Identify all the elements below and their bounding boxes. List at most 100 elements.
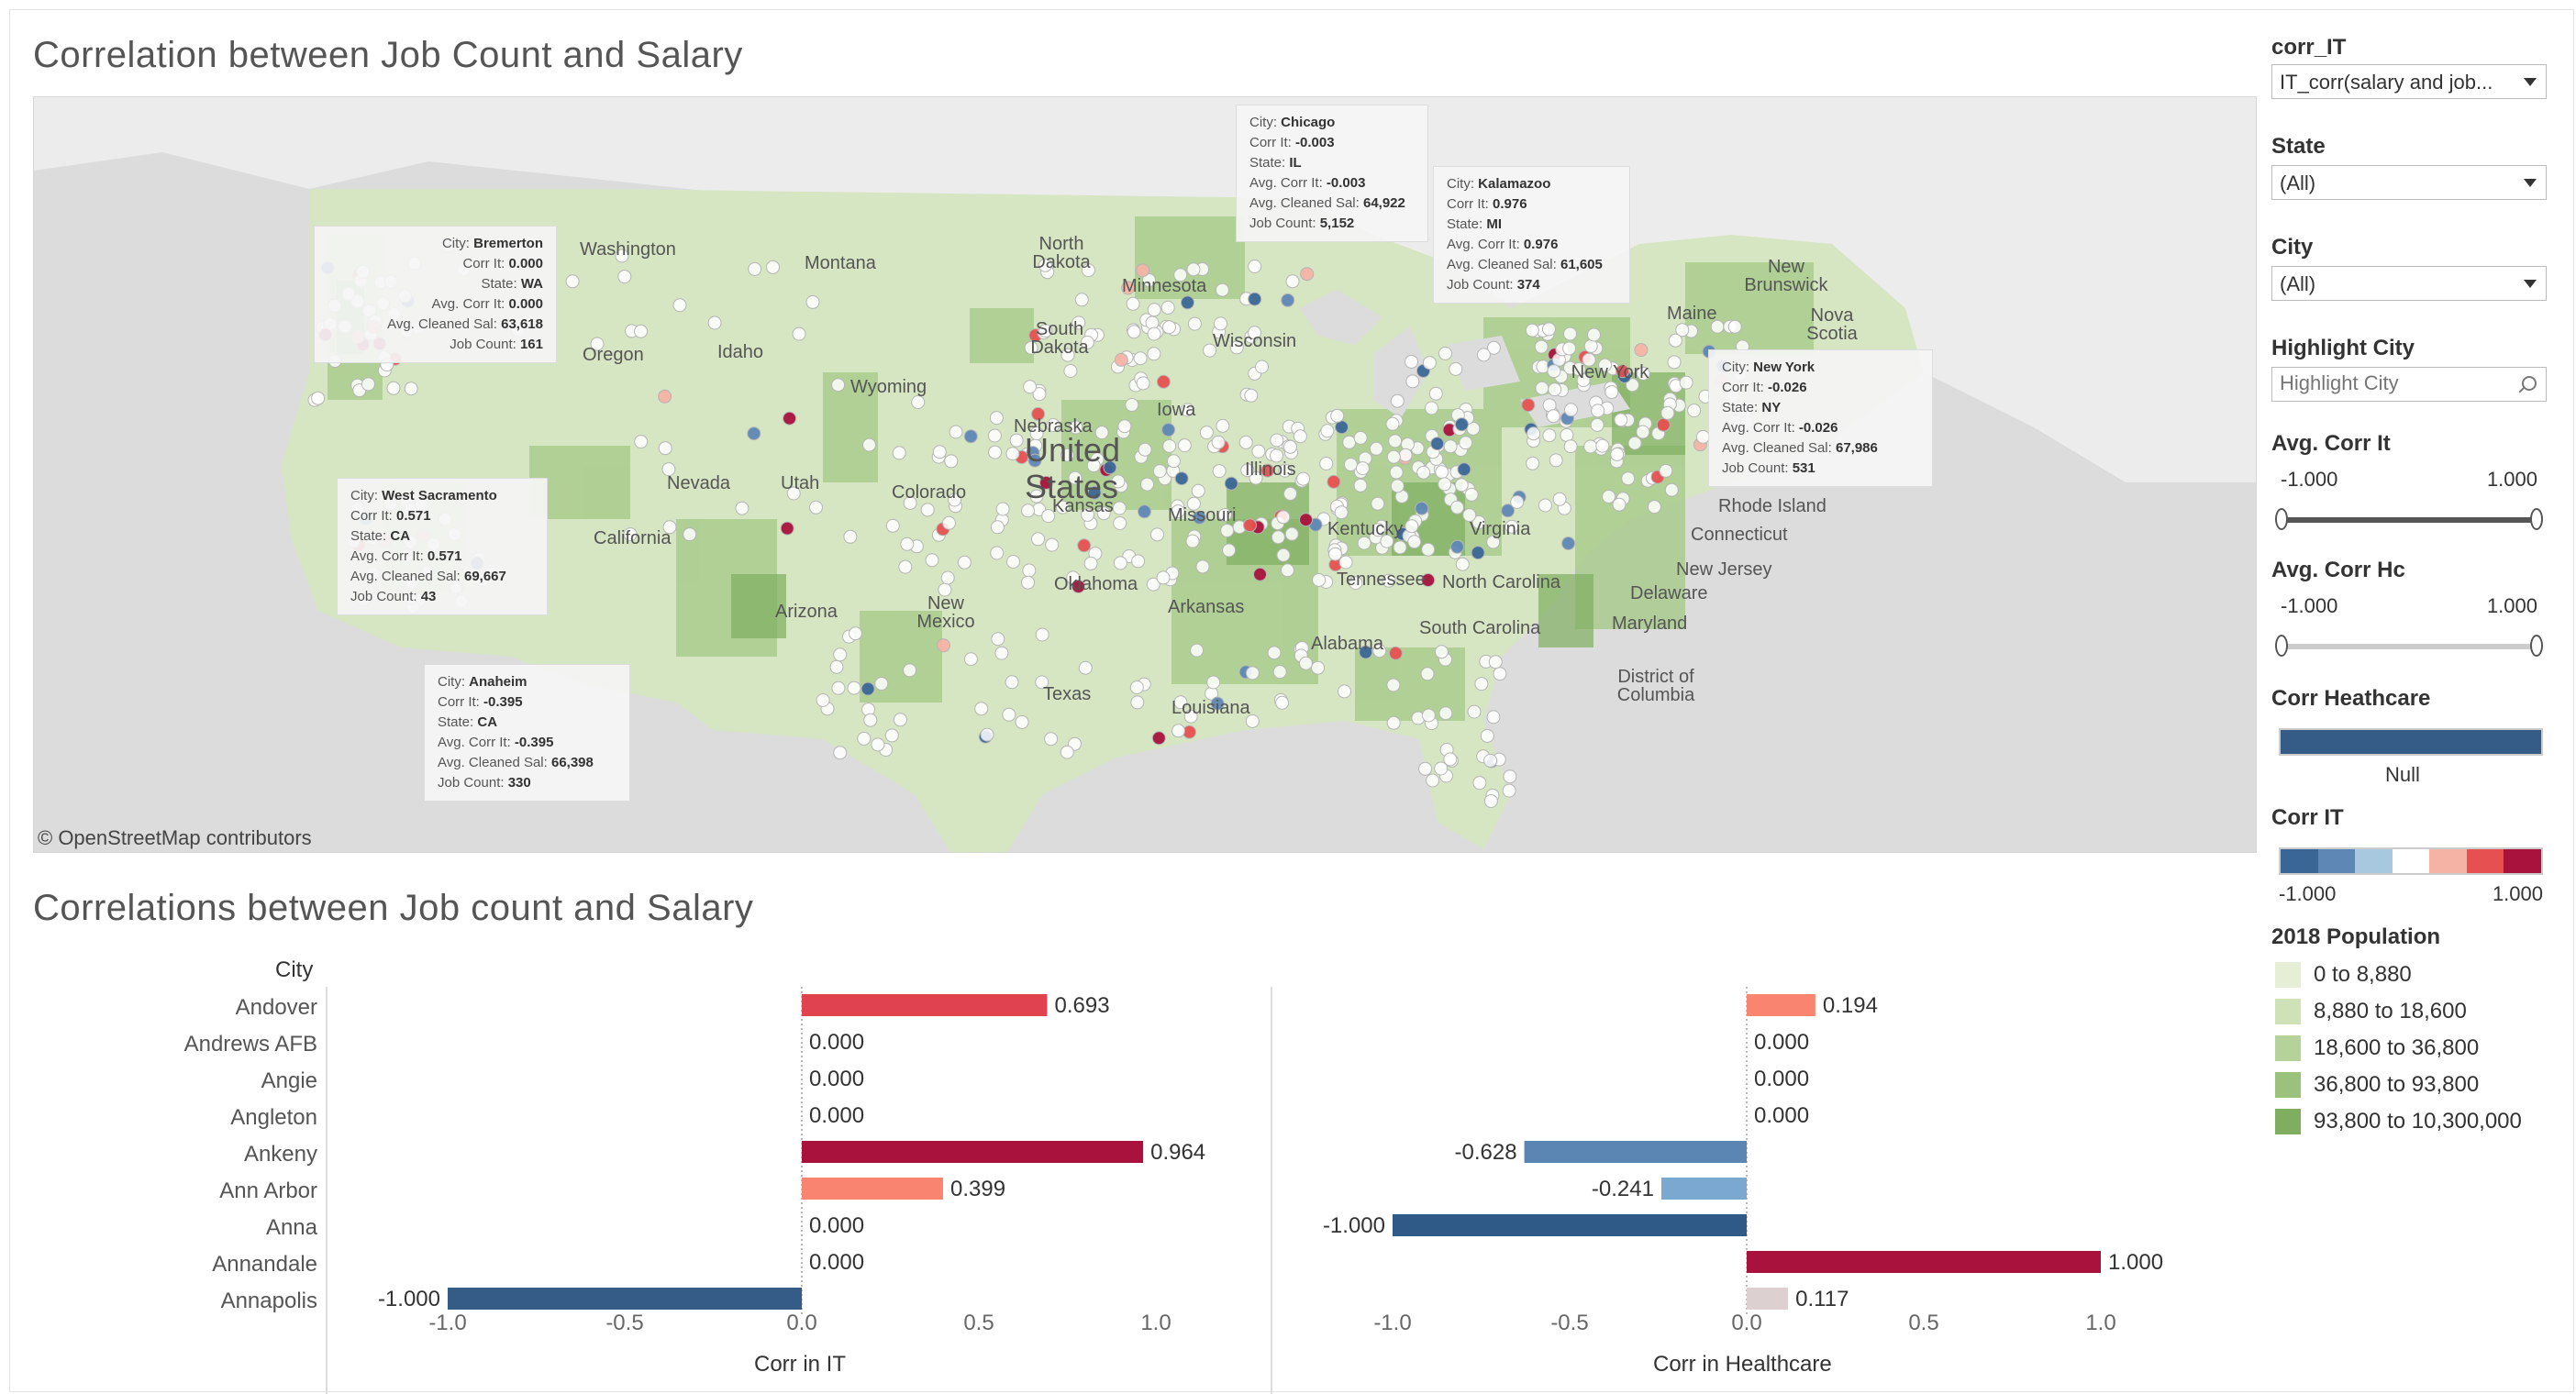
city-marker[interactable] [1434,761,1449,776]
city-marker[interactable] [831,378,846,393]
city-marker[interactable] [634,435,649,449]
city-marker[interactable] [1454,417,1469,432]
city-marker[interactable] [1330,408,1345,423]
city-marker[interactable] [1534,339,1549,354]
city-marker[interactable] [1130,695,1145,710]
city-marker[interactable] [1590,417,1604,432]
city-marker[interactable] [1299,513,1313,527]
city-dropdown[interactable]: (All) [2271,266,2547,301]
city-marker[interactable] [1244,388,1259,403]
city-marker[interactable] [1181,295,1194,310]
city-marker[interactable] [1535,381,1549,395]
city-marker[interactable] [1471,515,1486,529]
slider-min-handle[interactable] [2275,635,2288,657]
city-marker[interactable] [1136,376,1150,391]
city-marker[interactable] [1421,708,1436,723]
city-marker[interactable] [1117,419,1132,434]
category-label[interactable]: Angleton [230,1105,317,1130]
city-marker[interactable] [1583,439,1598,454]
city-marker[interactable] [1647,500,1661,514]
city-marker[interactable] [1382,573,1396,588]
city-marker[interactable] [615,249,629,263]
city-marker[interactable] [1380,534,1394,548]
city-marker[interactable] [995,502,1010,516]
city-marker[interactable] [1501,503,1516,518]
city-marker[interactable] [1217,508,1232,522]
city-marker[interactable] [863,713,878,727]
city-marker[interactable] [1238,435,1253,449]
city-marker[interactable] [940,570,955,585]
city-marker[interactable] [1147,303,1161,317]
city-marker[interactable] [1270,433,1284,448]
city-marker[interactable] [1583,338,1598,353]
city-marker[interactable] [1063,364,1078,378]
city-marker[interactable] [1171,724,1185,738]
city-marker[interactable] [1272,665,1287,680]
city-marker[interactable] [1371,496,1385,511]
city-marker[interactable] [1278,463,1293,478]
city-marker[interactable] [1121,281,1136,295]
city-marker[interactable] [1224,476,1238,491]
city-marker[interactable] [1476,348,1491,362]
city-marker[interactable] [988,445,1003,459]
city-marker[interactable] [1199,426,1214,440]
city-marker[interactable] [386,381,401,395]
category-label[interactable]: Angie [261,1068,317,1093]
city-marker[interactable] [957,555,972,570]
city-marker[interactable] [1320,424,1335,438]
city-marker[interactable] [900,537,915,551]
city-marker[interactable] [1353,430,1368,445]
bar[interactable] [1393,1214,1747,1236]
city-marker[interactable] [1068,470,1083,485]
city-marker[interactable] [1077,538,1092,553]
city-marker[interactable] [1327,474,1341,489]
city-marker[interactable] [1248,326,1261,340]
category-label[interactable]: Annandale [212,1252,317,1277]
city-marker[interactable] [944,454,959,469]
city-marker[interactable] [1220,524,1235,537]
city-marker[interactable] [1548,382,1562,397]
city-marker[interactable] [1283,486,1297,501]
city-marker[interactable] [1248,292,1262,306]
city-marker[interactable] [1191,483,1205,498]
city-marker[interactable] [1002,707,1016,722]
city-marker[interactable] [634,324,649,338]
city-marker[interactable] [1103,460,1117,475]
city-marker[interactable] [1538,498,1552,513]
city-marker[interactable] [1087,485,1102,500]
city-marker[interactable] [1039,475,1053,490]
city-marker[interactable] [1041,509,1056,524]
category-label[interactable]: Anna [266,1215,318,1240]
city-marker[interactable] [1006,555,1020,569]
population-legend-item[interactable]: 93,800 to 10,300,000 [2275,1108,2522,1135]
city-marker[interactable] [1229,340,1244,355]
city-marker[interactable] [1405,354,1418,369]
city-marker[interactable] [1255,360,1269,374]
city-marker[interactable] [1293,429,1307,444]
city-marker[interactable] [1074,293,1089,307]
city-marker[interactable] [1248,260,1262,273]
city-marker[interactable] [903,495,917,510]
city-marker[interactable] [1542,428,1557,443]
avg-corr-it-slider[interactable] [2275,508,2543,530]
city-marker[interactable] [1371,523,1385,537]
city-marker[interactable] [809,500,823,514]
city-marker[interactable] [1418,761,1433,776]
city-marker[interactable] [862,437,876,452]
city-marker[interactable] [1243,518,1257,533]
city-marker[interactable] [1166,454,1181,469]
city-marker[interactable] [1111,474,1126,489]
city-marker[interactable] [903,663,917,678]
city-marker[interactable] [1483,794,1498,808]
city-marker[interactable] [833,647,848,662]
city-marker[interactable] [847,680,861,695]
city-marker[interactable] [1591,404,1605,418]
city-marker[interactable] [672,298,687,313]
city-marker[interactable] [1660,405,1675,420]
city-marker[interactable] [925,553,939,568]
city-marker[interactable] [1283,439,1297,454]
city-marker[interactable] [1299,656,1313,670]
city-marker[interactable] [1215,282,1229,297]
city-marker[interactable] [311,391,326,405]
city-marker[interactable] [1521,398,1536,413]
